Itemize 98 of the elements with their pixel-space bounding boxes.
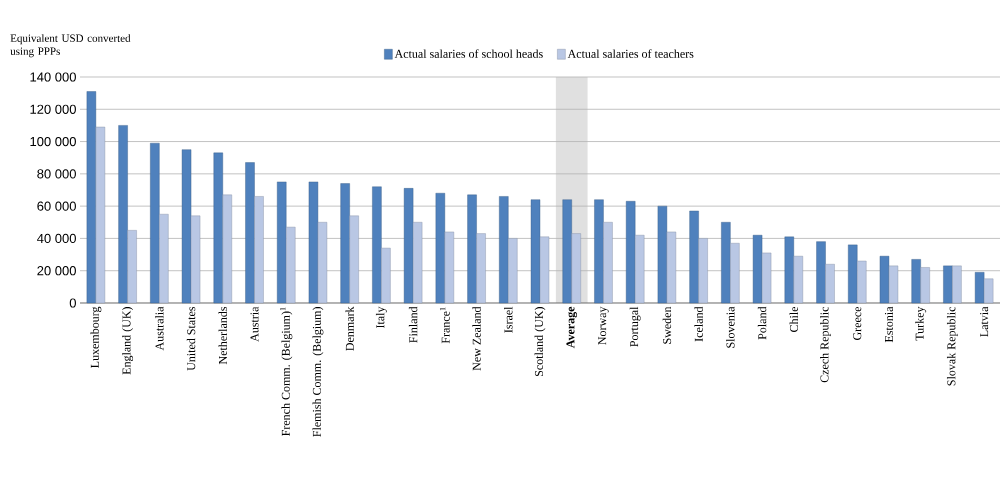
x-tick-label: Chile — [789, 306, 799, 333]
bar — [277, 181, 287, 304]
bar — [857, 260, 867, 304]
bar — [761, 252, 772, 304]
bar — [698, 238, 708, 304]
x-tick-label: Slovak Republic — [946, 306, 958, 386]
x-tick-label: French Comm. (Belgium)$^{1}$ — [280, 307, 293, 436]
bar — [657, 205, 668, 304]
bar — [181, 149, 192, 304]
x-tick-label: Austria — [250, 306, 259, 342]
legend-label: Actual salaries of teachers — [567, 49, 694, 58]
bar — [920, 267, 930, 304]
bar — [381, 247, 391, 304]
bar — [444, 231, 455, 304]
x-tick-label: Greece — [853, 306, 862, 340]
bar — [95, 126, 106, 304]
bar — [974, 272, 985, 304]
bar — [784, 236, 794, 304]
bar — [476, 233, 486, 304]
y-tick-label: 40 000 — [37, 233, 76, 244]
bar — [666, 231, 677, 304]
x-tick-label: New Zealand — [472, 306, 481, 371]
bar — [752, 234, 763, 304]
legend-label: Actual salaries of school heads — [394, 49, 543, 58]
x-tick-label: Estonia — [884, 306, 893, 343]
x-tick-label: Finland — [408, 306, 418, 343]
y-tick-label: 100 000 — [30, 136, 76, 147]
x-tick-label: Czech Republic — [820, 306, 831, 383]
x-tick-label: Slovenia — [726, 306, 735, 348]
bar — [159, 214, 169, 304]
y-tick-label: 20 000 — [37, 266, 76, 276]
bar — [539, 236, 550, 304]
x-tick-label: Flemish Comm. (Belgium) — [312, 307, 324, 437]
x-tick-label: Portugal — [629, 306, 641, 347]
x-tick-label: Iceland — [694, 306, 703, 342]
bar — [911, 259, 921, 304]
bar — [190, 215, 201, 304]
y-tick-label: 140 000 — [30, 72, 76, 82]
bar — [86, 91, 97, 304]
bar — [286, 226, 296, 304]
bar — [943, 265, 953, 304]
bar — [435, 193, 446, 304]
y-axis-title: Equivalent USD converted using PPPs — [10, 34, 131, 58]
bar — [721, 222, 731, 304]
bar — [127, 230, 137, 304]
x-tick-label: Denmark — [345, 306, 354, 351]
x-tick-label: Latvia — [980, 306, 989, 337]
bar — [562, 199, 572, 304]
bar — [222, 194, 232, 304]
x-tick-label: Norway — [598, 306, 609, 345]
y-tick-label: 120 000 — [30, 104, 76, 114]
bar — [689, 210, 699, 304]
x-tick-label: Scotland (UK) — [534, 307, 546, 377]
x-tick-label: Luxembourg — [90, 306, 102, 368]
x-tick-label: England (UK) — [122, 307, 134, 375]
bar — [254, 196, 264, 304]
x-tick-label: Italy — [375, 306, 387, 329]
bar — [625, 201, 636, 304]
x-tick-label: Netherlands — [218, 306, 227, 365]
bar — [634, 234, 645, 304]
x-tick-label: Sweden — [662, 306, 672, 344]
x-tick-label: Average — [566, 306, 578, 349]
bar — [150, 142, 160, 304]
bar — [530, 199, 541, 304]
bar — [508, 238, 518, 304]
y-tick-label: 0 — [69, 298, 76, 308]
bar — [245, 162, 255, 304]
x-tick-label: Turkey — [915, 306, 927, 341]
x-tick-label: Australia — [155, 306, 164, 351]
bar — [308, 181, 319, 304]
bar — [848, 244, 858, 304]
bar — [340, 183, 350, 304]
bar — [571, 233, 581, 304]
bar — [603, 222, 613, 304]
bar — [412, 222, 423, 304]
bar — [213, 152, 223, 304]
bar — [467, 194, 477, 304]
x-tick-label: Israel — [504, 306, 513, 333]
bar — [349, 215, 359, 304]
bar — [317, 222, 328, 304]
bar — [372, 186, 382, 304]
bar — [952, 265, 962, 304]
bar — [888, 265, 899, 304]
bar — [879, 255, 890, 304]
x-tick-label: United States — [186, 306, 196, 371]
x-tick-label: Poland — [757, 306, 767, 340]
bar — [594, 199, 604, 304]
bar — [825, 264, 835, 304]
x-tick-label: France$^{1}$ — [439, 307, 450, 344]
y-tick-label: 60 000 — [37, 201, 76, 211]
bar — [118, 125, 128, 304]
bar — [403, 188, 414, 304]
bar — [730, 243, 740, 304]
bar — [793, 255, 803, 304]
bar — [816, 241, 826, 304]
bar — [499, 196, 509, 304]
y-tick-label: 80 000 — [37, 169, 76, 179]
bar — [983, 278, 994, 304]
